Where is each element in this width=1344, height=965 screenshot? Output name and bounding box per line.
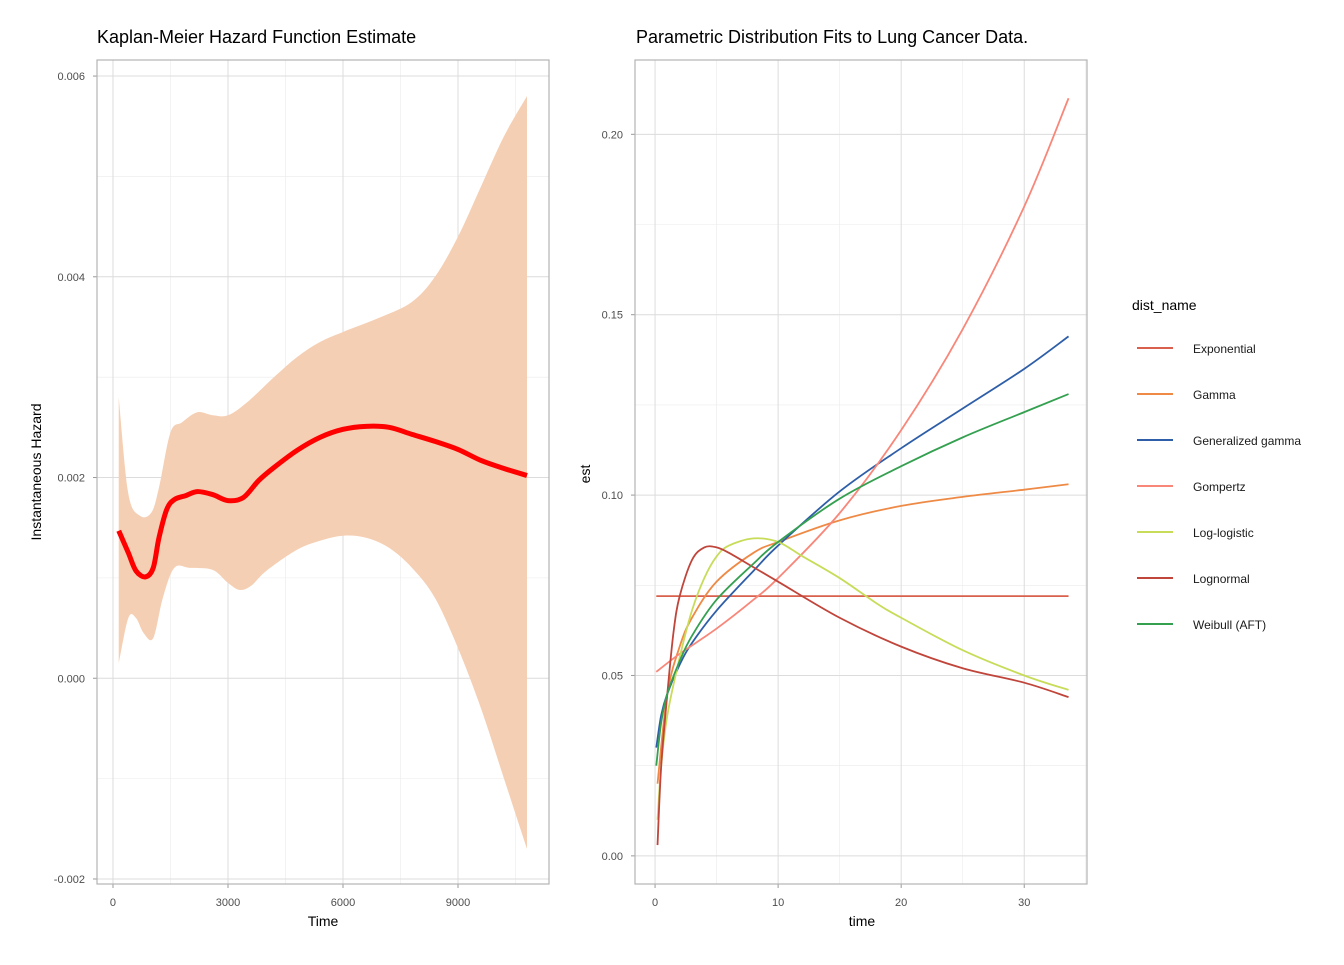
x-tick-label: 20 bbox=[895, 897, 907, 909]
param-x-axis-label: time bbox=[849, 913, 876, 929]
param-y-axis-label: est bbox=[577, 465, 593, 484]
legend-label-gompertz: Gompertz bbox=[1193, 480, 1246, 494]
y-tick-label: 0.002 bbox=[57, 473, 85, 485]
y-tick-label: 0.006 bbox=[57, 71, 85, 83]
series-line-gompertz bbox=[655, 97, 1070, 673]
km-hazard-panel: Kaplan-Meier Hazard Function Estimate Ti… bbox=[28, 27, 550, 929]
panel-border bbox=[634, 59, 1088, 885]
x-tick-label: 3000 bbox=[216, 897, 240, 909]
legend-label-weibull-aft: Weibull (AFT) bbox=[1193, 618, 1266, 632]
y-tick-label: 0.004 bbox=[57, 272, 85, 284]
parametric-fits-panel: Parametric Distribution Fits to Lung Can… bbox=[577, 27, 1088, 929]
y-tick-label: 0.15 bbox=[602, 310, 623, 322]
series-line-hazard bbox=[116, 423, 528, 580]
x-tick-label: 30 bbox=[1018, 897, 1030, 909]
confidence-ribbon bbox=[118, 96, 527, 849]
y-tick-label: 0.20 bbox=[602, 129, 623, 141]
x-tick-label: 10 bbox=[772, 897, 784, 909]
parametric-chart-title: Parametric Distribution Fits to Lung Can… bbox=[636, 27, 1028, 47]
y-tick-label: 0.10 bbox=[602, 490, 623, 502]
legend-label-exponential: Exponential bbox=[1193, 342, 1256, 356]
y-tick-label: -0.002 bbox=[54, 874, 85, 886]
series-line-gamma bbox=[656, 483, 1069, 784]
x-tick-label: 9000 bbox=[446, 897, 470, 909]
x-tick-label: 0 bbox=[652, 897, 658, 909]
x-tick-label: 0 bbox=[110, 897, 116, 909]
legend-label-lognormal: Lognormal bbox=[1193, 572, 1250, 586]
legend-label-generalized-gamma: Generalized gamma bbox=[1193, 434, 1301, 448]
legend-title: dist_name bbox=[1132, 297, 1197, 313]
series-line-weibull-aft bbox=[655, 393, 1069, 766]
km-chart-title: Kaplan-Meier Hazard Function Estimate bbox=[97, 27, 416, 47]
km-x-axis-label: Time bbox=[308, 913, 339, 929]
legend: dist_name Exponential Gamma Generalized ga… bbox=[1132, 297, 1301, 632]
y-tick-label: 0.00 bbox=[602, 851, 623, 863]
legend-label-log-logistic: Log-logistic bbox=[1193, 526, 1254, 540]
series-line-generalized-gamma bbox=[655, 335, 1070, 748]
x-tick-label: 6000 bbox=[331, 897, 355, 909]
y-tick-label: 0.000 bbox=[57, 673, 85, 685]
y-tick-label: 0.05 bbox=[602, 670, 623, 682]
legend-label-gamma: Gamma bbox=[1193, 388, 1236, 402]
gridlines bbox=[635, 60, 1087, 884]
panel-border bbox=[96, 59, 550, 885]
series-line-lognormal bbox=[656, 545, 1069, 846]
km-y-axis-label: Instantaneous Hazard bbox=[28, 404, 44, 541]
series-line-log-logistic bbox=[656, 537, 1069, 820]
